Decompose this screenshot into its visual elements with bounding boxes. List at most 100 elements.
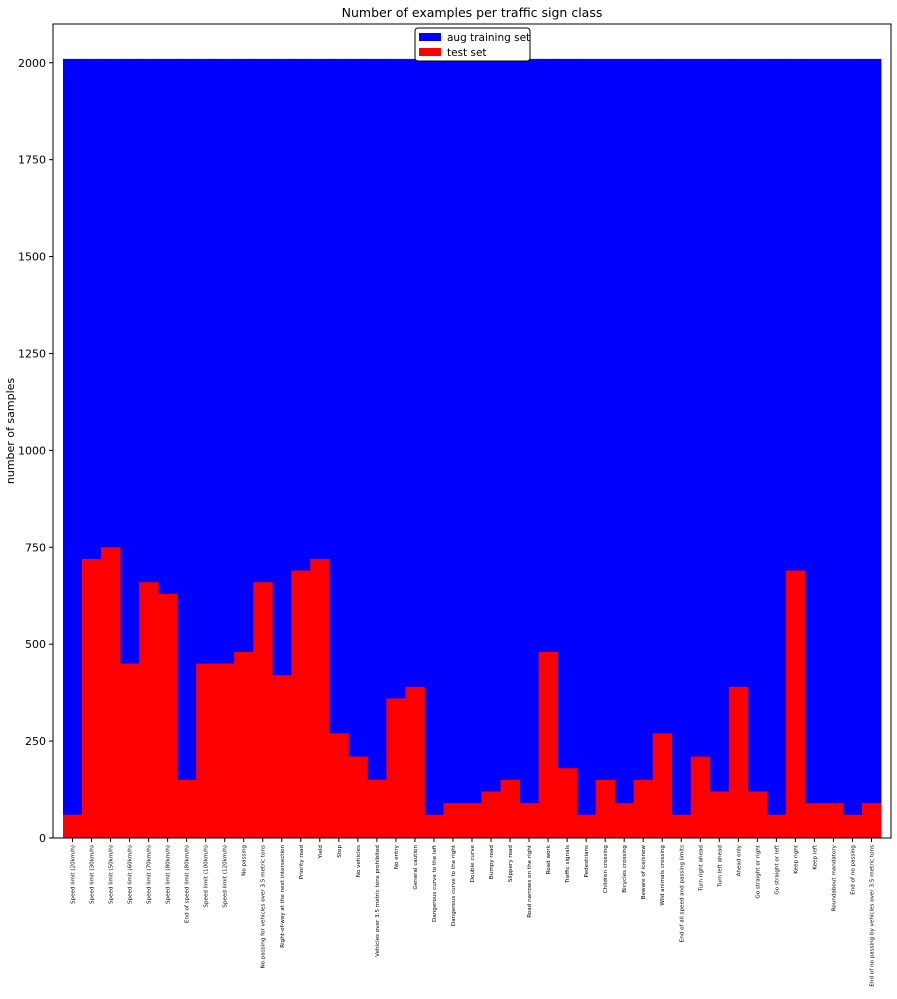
legend-label-aug-training: aug training set — [447, 32, 530, 44]
x-tick-label: Turn left ahead — [717, 845, 723, 888]
test-set-bar — [101, 547, 121, 838]
test-set-bar — [576, 814, 597, 838]
test-set-bar — [367, 779, 387, 838]
y-axis: 0 250 500 750 1000 1250 1500 1750 2000 — [18, 57, 53, 845]
x-tick-label: Bumpy road — [489, 845, 495, 879]
chart-title: Number of examples per traffic sign clas… — [342, 5, 603, 20]
y-tick-label: 1000 — [18, 444, 46, 457]
x-tick-label: Priority road — [299, 845, 305, 880]
x-tick-label: Turn right ahead — [698, 845, 704, 892]
aug-training-bar — [500, 58, 520, 838]
test-set-bar — [196, 663, 216, 838]
test-set-bar — [519, 803, 539, 838]
aug-training-bar — [215, 58, 235, 838]
aug-training-bar — [538, 58, 559, 838]
aug-training-bar — [671, 58, 692, 838]
y-tick-label: 1750 — [18, 154, 46, 167]
x-tick-label: Speed limit (50km/h) — [109, 845, 115, 904]
x-tick-label: End of no passing by vehicles over 3.5 m… — [869, 845, 875, 987]
aug-training-bar — [196, 58, 216, 838]
test-set-bar — [234, 651, 254, 838]
x-tick-label: Speed limit (100km/h) — [204, 845, 210, 908]
test-set-bar — [557, 768, 578, 838]
x-tick-label: Go straight or right — [755, 844, 761, 898]
test-set-bar — [253, 582, 273, 838]
y-axis-label: number of samples — [4, 378, 17, 485]
x-tick-label: No passing for vehicles over 3.5 metric … — [261, 845, 267, 969]
aug-training-bar — [747, 58, 768, 838]
test-set-bar — [728, 686, 749, 838]
aug-training-bar — [519, 58, 539, 838]
aug-training-bar — [614, 58, 635, 838]
x-tick-label: Vehicles over 3.5 metric tons prohibited — [375, 845, 381, 957]
test-set-bar — [747, 791, 768, 838]
aug-training-bar — [690, 58, 711, 838]
test-set-bar — [633, 779, 654, 838]
x-tick-label: End of no passing — [850, 845, 856, 895]
aug-training-bar — [405, 58, 425, 838]
test-set-bar — [291, 570, 311, 838]
x-tick-label: No vehicles — [356, 845, 362, 877]
test-set-bars — [63, 547, 882, 838]
y-tick-label: 250 — [25, 735, 46, 748]
aug-training-bar — [633, 58, 654, 838]
x-tick-label: Yield — [318, 845, 324, 860]
test-set-bar — [215, 663, 235, 838]
x-tick-label: Bicycles crossing — [622, 845, 628, 893]
x-tick-label: Traffic signals — [565, 845, 571, 884]
x-tick-label: Right-of-way at the next intersection — [280, 845, 286, 948]
x-tick-label: Speed limit (70km/h) — [147, 845, 153, 904]
aug-training-bar — [234, 58, 254, 838]
test-set-bar — [690, 756, 711, 838]
x-tick-label: Speed limit (30km/h) — [90, 845, 96, 904]
test-set-bar — [405, 686, 425, 838]
test-set-bar — [481, 791, 501, 838]
y-tick-label: 500 — [25, 638, 46, 651]
test-set-bar — [82, 558, 102, 838]
aug-training-bar — [120, 58, 140, 838]
y-tick-label: 2000 — [18, 57, 46, 70]
test-set-bar — [652, 733, 673, 838]
test-set-bar — [823, 803, 844, 838]
aug-training-bar — [177, 58, 197, 838]
x-tick-label: Roundabout mandatory — [831, 844, 837, 911]
aug-training-bar — [823, 58, 844, 838]
x-tick-label: End of all speed and passing limits — [679, 845, 685, 942]
aug-training-bar — [386, 58, 406, 838]
x-tick-label: Dangerous curve to the left — [432, 844, 438, 922]
legend-label-test-set: test set — [447, 47, 487, 59]
x-tick-label: Road work — [546, 844, 552, 874]
aug-training-bars — [63, 58, 882, 838]
aug-training-bar — [424, 58, 444, 838]
test-set-bar — [614, 803, 635, 838]
aug-training-bar — [804, 58, 825, 838]
test-set-bar — [310, 558, 330, 838]
x-tick-label: Speed limit (20km/h) — [71, 845, 77, 904]
test-set-bar — [386, 698, 406, 838]
x-tick-label: Speed limit (80km/h) — [166, 845, 172, 904]
x-tick-label: Ahead only — [736, 844, 742, 876]
x-tick-label: Speed limit (60km/h) — [128, 845, 134, 904]
test-set-bar — [785, 570, 806, 838]
test-set-bar — [861, 803, 882, 838]
test-set-bar — [595, 779, 616, 838]
test-set-bar — [538, 651, 559, 838]
test-set-bar — [424, 814, 444, 838]
aug-training-bar — [63, 58, 83, 838]
legend-swatch-aug-training — [419, 33, 441, 41]
y-tick-label: 1250 — [18, 347, 46, 360]
x-tick-label: Dangerous curve to the right — [451, 844, 457, 926]
test-set-bar — [120, 663, 140, 838]
x-tick-label: Go straight or left — [774, 844, 780, 894]
x-tick-label: Road narrows on the right — [527, 844, 533, 918]
plot-frame — [52, 23, 892, 839]
x-tick-label: Pedestrians — [584, 845, 590, 878]
legend-swatch-test-set — [419, 48, 441, 56]
aug-training-bar — [842, 58, 863, 838]
test-set-bar — [139, 582, 159, 838]
aug-training-bar — [348, 58, 368, 838]
aug-training-bar — [462, 58, 482, 838]
test-set-bar — [272, 675, 292, 838]
x-tick-label: Wild animals crossing — [660, 845, 666, 906]
